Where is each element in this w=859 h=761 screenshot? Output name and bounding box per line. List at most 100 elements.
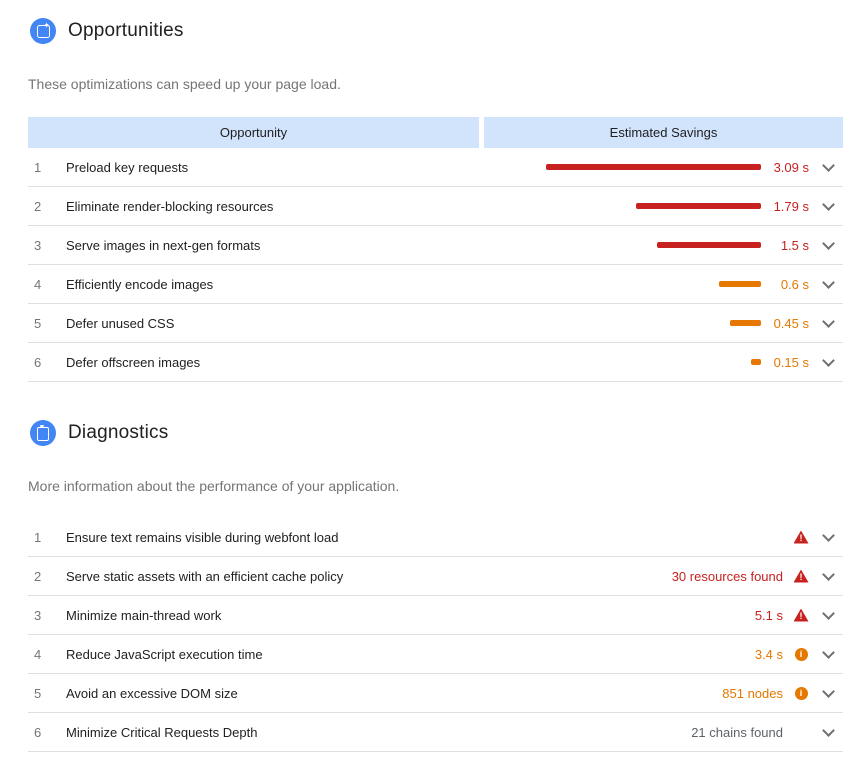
chevron-down-icon[interactable] — [821, 161, 835, 173]
diagnostic-value-cell: 3.4 s ! i — [643, 647, 835, 662]
savings-bar-track — [546, 320, 761, 326]
savings-value: 1.79 s — [773, 198, 809, 214]
severity-icon-slot: ! i — [793, 726, 809, 739]
chevron-down-icon[interactable] — [821, 356, 835, 368]
diagnostics-table: 1 Ensure text remains visible during web… — [28, 518, 843, 752]
chevron-down-icon[interactable] — [821, 531, 835, 543]
row-number: 5 — [34, 315, 42, 331]
diagnostic-label: Minimize Critical Requests Depth — [66, 724, 258, 740]
savings-bar-track — [546, 242, 761, 248]
row-number: 3 — [34, 237, 42, 253]
severity-icon-slot: ! i — [793, 569, 809, 583]
diagnostic-value-cell: ! i — [643, 530, 835, 544]
chevron-down-icon[interactable] — [821, 570, 835, 582]
diagnostic-value-cell: 851 nodes ! i — [643, 686, 835, 701]
severity-icon-slot: ! i — [793, 647, 809, 661]
opportunities-subtitle: These optimizations can speed up your pa… — [28, 76, 341, 92]
opportunity-row[interactable]: 3 Serve images in next-gen formats 1.5 s — [28, 226, 843, 265]
chevron-down-icon[interactable] — [821, 726, 835, 738]
info-icon: i — [794, 686, 808, 700]
diagnostic-label: Reduce JavaScript execution time — [66, 646, 263, 662]
row-number: 4 — [34, 276, 42, 292]
savings-bar-track — [546, 203, 761, 209]
diagnostic-row[interactable]: 4 Reduce JavaScript execution time 3.4 s… — [28, 635, 843, 674]
diagnostic-value: 21 chains found — [691, 724, 783, 740]
diagnostic-label: Ensure text remains visible during webfo… — [66, 529, 339, 545]
opportunity-label: Defer offscreen images — [66, 354, 201, 370]
opportunities-header: ✦ Opportunities — [30, 18, 843, 44]
diagnostic-value: 851 nodes — [722, 685, 783, 701]
savings-value: 0.6 s — [780, 276, 809, 292]
savings-bar — [636, 203, 761, 209]
chevron-down-icon[interactable] — [821, 317, 835, 329]
diagnostic-value-cell: 5.1 s ! i — [643, 608, 835, 623]
diagnostic-row[interactable]: 5 Avoid an excessive DOM size 851 nodes … — [28, 674, 843, 713]
diagnostic-value-cell: 30 resources found ! i — [643, 569, 835, 584]
diagnostic-value: 5.1 s — [754, 607, 783, 623]
savings-bar — [751, 359, 761, 365]
column-divider — [479, 117, 484, 148]
savings-value: 1.5 s — [780, 237, 809, 253]
chevron-down-icon[interactable] — [821, 648, 835, 660]
severity-icon-slot: ! i — [793, 686, 809, 700]
clipboard-icon — [37, 424, 49, 441]
diagnostics-icon — [30, 420, 56, 446]
chevron-down-icon[interactable] — [821, 609, 835, 621]
savings-bar-track — [546, 164, 761, 170]
diagnostic-label: Minimize main-thread work — [66, 607, 222, 623]
chevron-down-icon[interactable] — [821, 687, 835, 699]
savings-cell: 0.45 s — [546, 316, 835, 331]
opportunity-row[interactable]: 2 Eliminate render-blocking resources 1.… — [28, 187, 843, 226]
opportunity-row[interactable]: 6 Defer offscreen images 0.15 s — [28, 343, 843, 382]
column-header-opportunity: Opportunity — [28, 117, 479, 148]
opportunity-label: Eliminate render-blocking resources — [66, 198, 274, 214]
chevron-down-icon[interactable] — [821, 200, 835, 212]
savings-bar-track — [546, 281, 761, 287]
diagnostic-value: 30 resources found — [671, 568, 783, 584]
row-number: 1 — [34, 529, 42, 545]
diagnostic-row[interactable]: 6 Minimize Critical Requests Depth 21 ch… — [28, 713, 843, 752]
warning-triangle-icon: ! — [793, 569, 809, 583]
opportunity-row[interactable]: 4 Efficiently encode images 0.6 s — [28, 265, 843, 304]
row-number: 6 — [34, 724, 42, 740]
diagnostic-row[interactable]: 1 Ensure text remains visible during web… — [28, 518, 843, 557]
section-title-diagnostics: Diagnostics — [68, 422, 169, 443]
opportunities-table-header: Opportunity Estimated Savings — [28, 117, 843, 148]
opportunity-label: Defer unused CSS — [66, 315, 175, 331]
diagnostics-subtitle: More information about the performance o… — [28, 478, 400, 494]
diagnostics-section: Diagnostics More information about the p… — [28, 420, 843, 752]
savings-cell: 0.6 s — [546, 277, 835, 292]
diagnostic-label: Serve static assets with an efficient ca… — [66, 568, 344, 584]
severity-icon-slot: ! i — [793, 530, 809, 544]
savings-cell: 1.79 s — [546, 199, 835, 214]
row-number: 4 — [34, 646, 42, 662]
opportunities-table: 1 Preload key requests 3.09 s 2 Eliminat… — [28, 148, 843, 382]
warning-triangle-icon: ! — [793, 530, 809, 544]
savings-value: 0.15 s — [773, 354, 809, 370]
savings-bar — [657, 242, 761, 248]
diagnostic-value-cell: 21 chains found ! i — [643, 725, 835, 740]
diagnostics-header: Diagnostics — [30, 420, 843, 446]
row-number: 5 — [34, 685, 42, 701]
savings-cell: 1.5 s — [546, 238, 835, 253]
diagnostic-row[interactable]: 2 Serve static assets with an efficient … — [28, 557, 843, 596]
row-number: 2 — [34, 198, 42, 214]
severity-icon-slot: ! i — [793, 608, 809, 622]
opportunity-label: Efficiently encode images — [66, 276, 214, 292]
savings-cell: 3.09 s — [546, 160, 835, 175]
image-sparkle-icon — [36, 24, 50, 38]
row-number: 1 — [34, 159, 42, 175]
opportunity-label: Serve images in next-gen formats — [66, 237, 261, 253]
warning-triangle-icon: ! — [793, 608, 809, 622]
diagnostic-label: Avoid an excessive DOM size — [66, 685, 238, 701]
opportunity-row[interactable]: 1 Preload key requests 3.09 s — [28, 148, 843, 187]
opportunity-row[interactable]: 5 Defer unused CSS 0.45 s — [28, 304, 843, 343]
opportunities-section: ✦ Opportunities These optimizations can … — [28, 18, 843, 382]
chevron-down-icon[interactable] — [821, 278, 835, 290]
savings-bar — [719, 281, 761, 287]
savings-cell: 0.15 s — [546, 355, 835, 370]
chevron-down-icon[interactable] — [821, 239, 835, 251]
diagnostic-row[interactable]: 3 Minimize main-thread work 5.1 s ! i — [28, 596, 843, 635]
row-number: 2 — [34, 568, 42, 584]
